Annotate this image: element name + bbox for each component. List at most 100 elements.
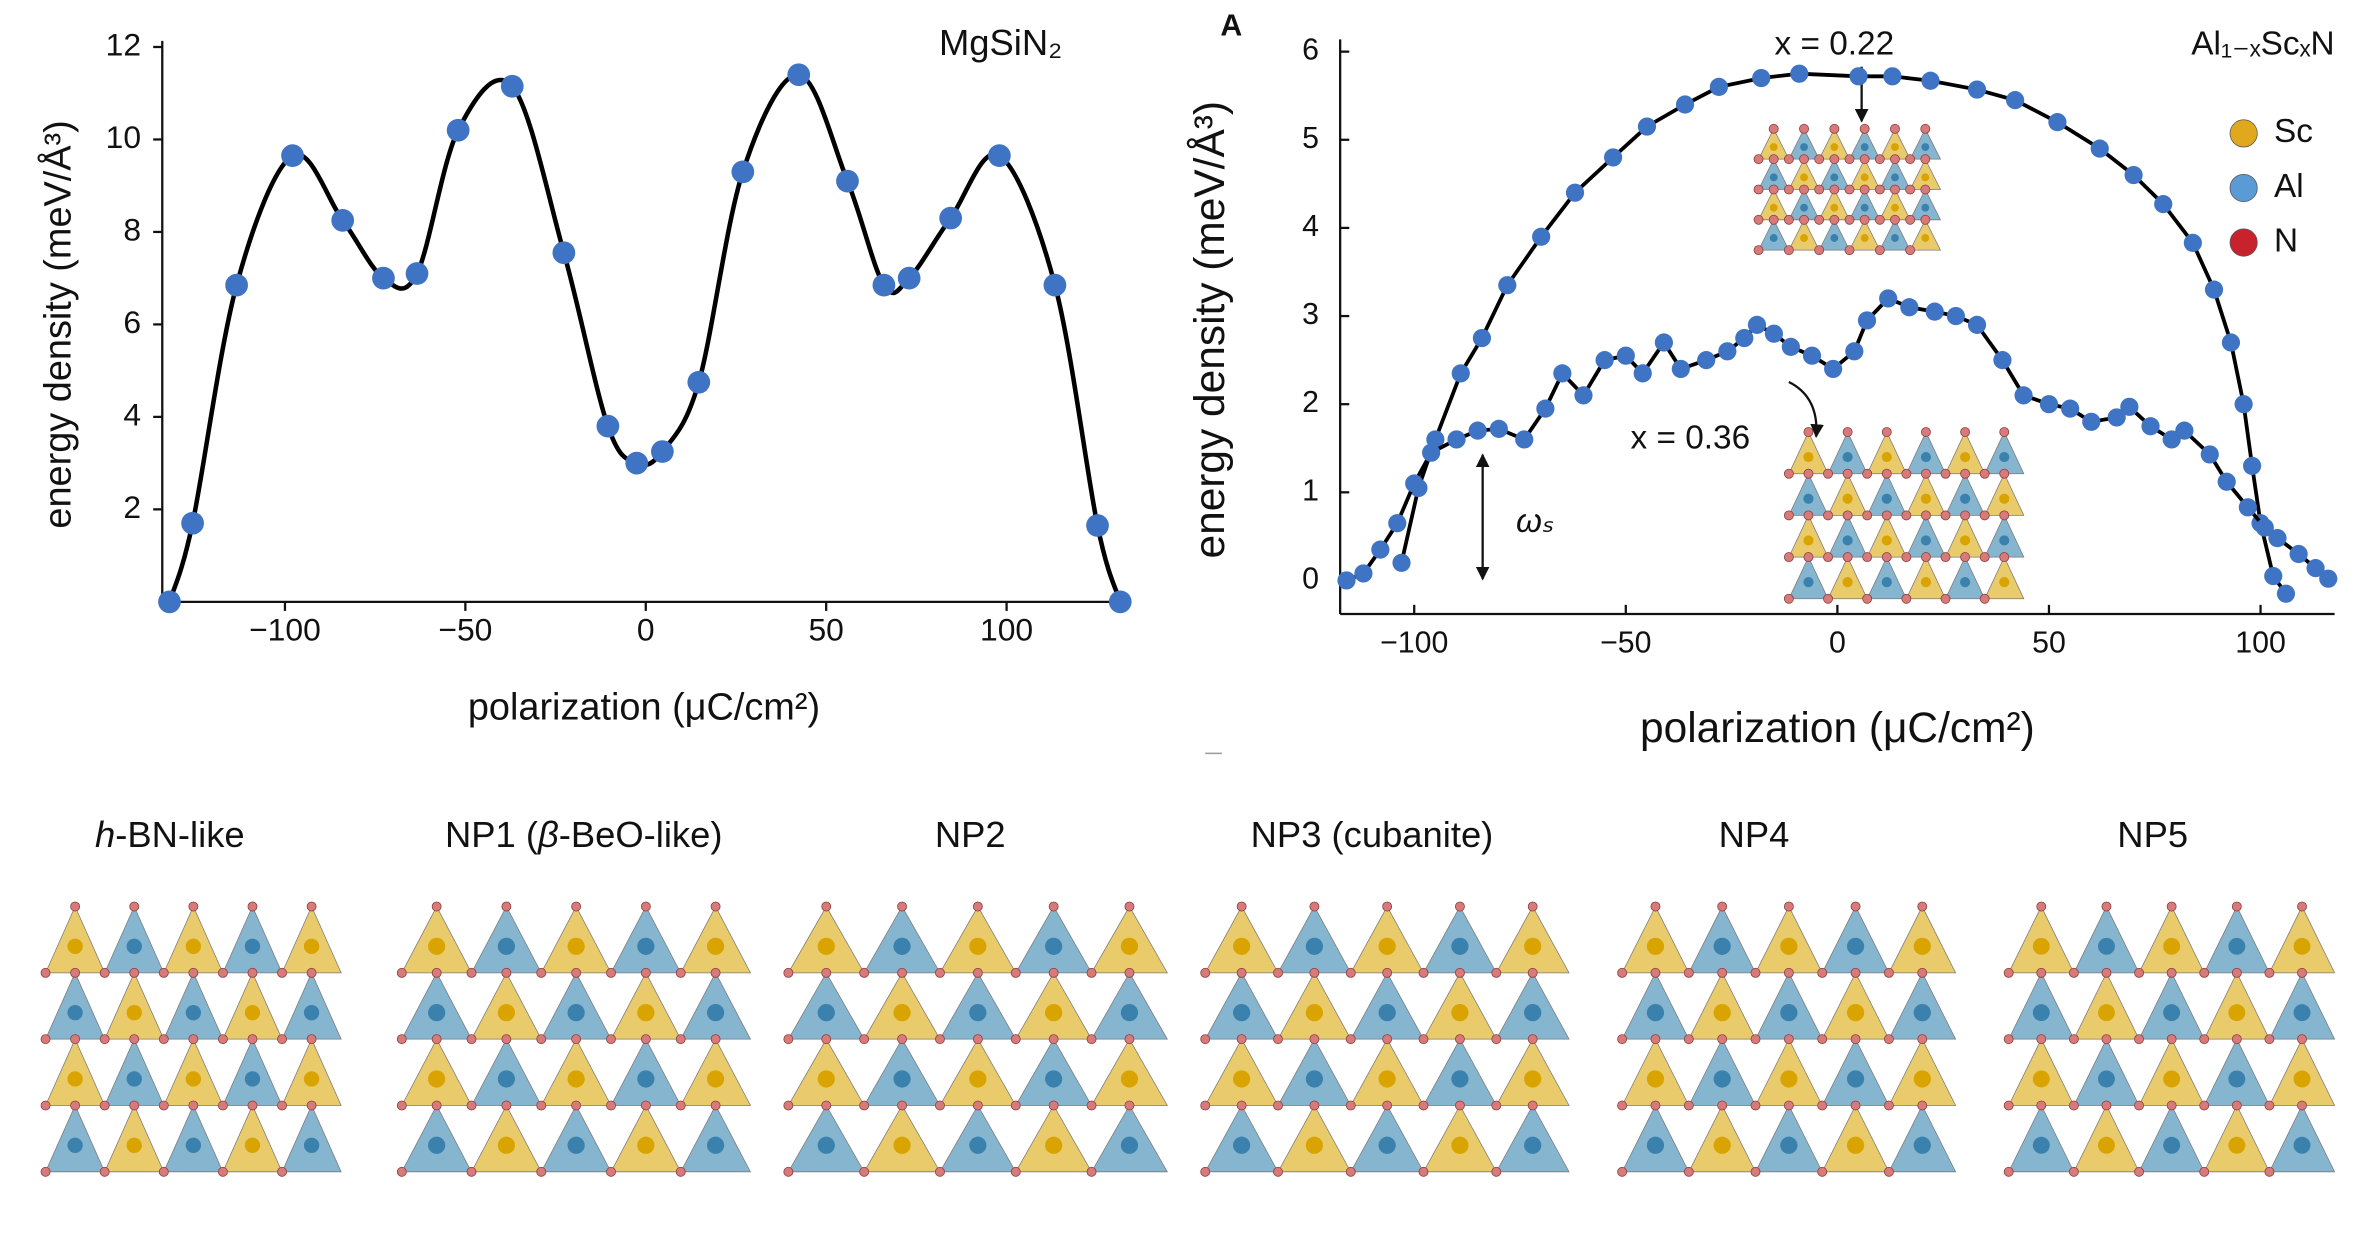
atom [497,1004,516,1022]
data-point [1671,359,1690,379]
atom [2134,1100,2144,1111]
atom [536,1166,547,1177]
atom [637,1004,655,1022]
atom [1921,203,1930,212]
atom [571,901,582,912]
atom [2231,901,2242,912]
atom [1717,901,1728,912]
atom [1844,245,1855,256]
atom [821,967,832,978]
y-tick-label: 12 [106,26,141,62]
atom [1803,510,1814,521]
atom [1617,1166,1628,1177]
data-point [2306,559,2325,578]
atom [1799,154,1809,165]
atom [972,901,983,912]
y-tick-label: 10 [106,119,141,155]
atom [1418,1100,1429,1111]
data-point [405,262,429,285]
atom [2199,967,2210,978]
atom [1750,1100,1761,1111]
atom [2097,1070,2115,1088]
y-tick-label: 0 [1302,562,1319,595]
atom [67,1071,83,1087]
atom [1780,1136,1798,1154]
atom [1010,1034,1021,1045]
data-point [1709,77,1728,96]
atom [1524,937,1542,955]
x-tick-label: 50 [808,612,843,648]
data-point [1946,306,1965,326]
atom [1045,1136,1063,1154]
atom [893,937,911,955]
atom [40,1034,51,1045]
atom [396,1166,407,1177]
y-tick-label: 8 [123,211,141,247]
atom [1491,1034,1502,1045]
atom [1883,1034,1894,1045]
atom [1010,967,1021,978]
atom [1874,214,1885,225]
atom [158,967,169,978]
atom [1921,552,1931,563]
atom [1783,901,1794,912]
atom [1842,451,1853,463]
atom [306,967,317,978]
label-part: NP2 [935,813,1006,854]
data-point [1532,227,1551,246]
atom [303,1004,320,1021]
atom [466,1100,477,1111]
atom [1646,1070,1665,1088]
y-tick-label: 6 [1302,34,1319,67]
y-tick-label: 3 [1302,298,1319,331]
atom [1345,1100,1356,1111]
atom [1917,1034,1928,1045]
atom [1862,510,1873,521]
crystal-art [2003,901,2336,1177]
atom [67,1137,83,1153]
data-point [2124,165,2143,185]
atom [247,901,258,912]
atom [1917,1100,1928,1111]
atom [1124,967,1135,978]
atom [2228,937,2246,955]
atom [1901,468,1912,479]
atom [1842,468,1853,479]
atom [1881,577,1892,588]
x-tick-label: −100 [249,612,321,648]
atom [969,1136,987,1154]
atom [710,1100,721,1111]
data-point [1849,67,1868,86]
atom [1454,967,1465,978]
atom [185,1137,202,1153]
atom [1913,1004,1931,1022]
atom [1783,245,1794,256]
atom [1378,937,1396,955]
atom [497,1136,516,1154]
atom [2297,901,2307,912]
atom [1305,1070,1324,1088]
atom [1646,1136,1665,1154]
atom [2163,1004,2181,1022]
data-point [1498,276,1517,295]
atom [70,901,81,912]
atom [2228,1070,2246,1088]
atom [1979,593,1990,604]
atom [1920,535,1932,546]
atom [1799,123,1809,134]
atom [1859,214,1870,225]
atom [99,1034,110,1045]
atom [1803,468,1814,479]
atom [2101,967,2112,978]
data-point [731,160,755,184]
atom [1817,1034,1828,1045]
data-point [1536,399,1555,418]
atom [1717,1100,1728,1111]
data-point [1790,64,1809,83]
atom [501,901,512,912]
atom [1850,1100,1861,1111]
atom [1750,967,1761,978]
atom [1232,937,1251,955]
atom [1800,234,1808,242]
atom [1378,1136,1396,1154]
